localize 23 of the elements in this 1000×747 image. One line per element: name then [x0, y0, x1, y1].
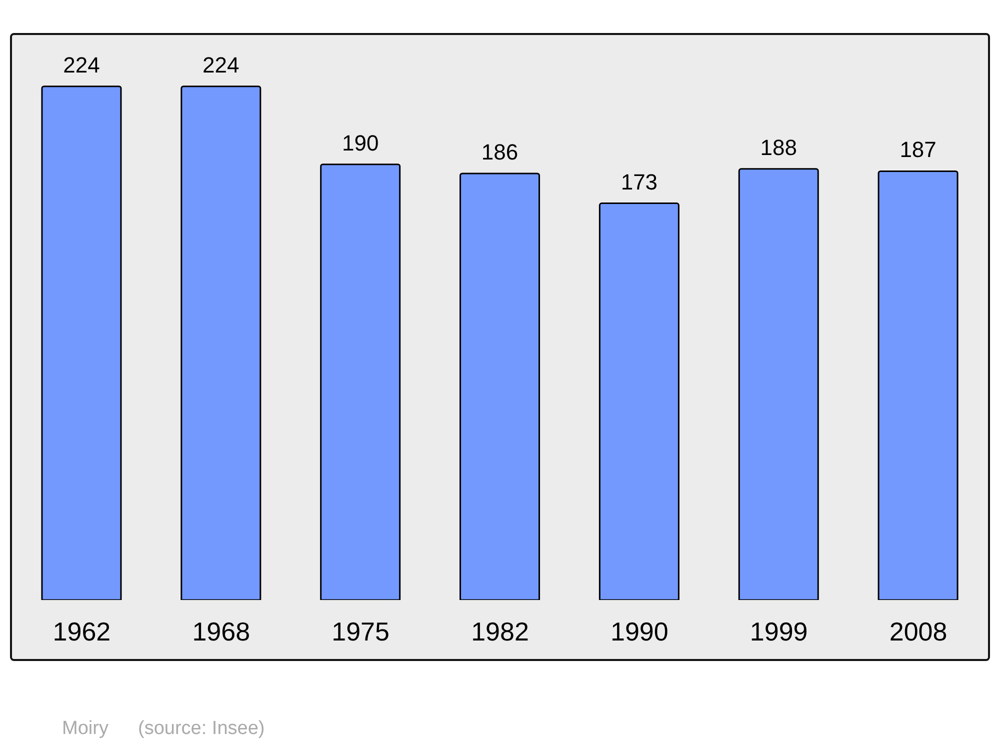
bar — [738, 168, 819, 600]
data-label: 188 — [760, 134, 797, 160]
bar — [320, 164, 401, 600]
x-tick-label: 2008 — [889, 616, 948, 646]
data-label: 224 — [202, 52, 240, 78]
data-label: 186 — [481, 140, 518, 164]
bar — [41, 86, 122, 600]
x-tick-label: 1975 — [332, 616, 390, 646]
data-label: 187 — [900, 137, 936, 162]
data-label: 224 — [63, 52, 100, 78]
bar — [878, 170, 958, 600]
x-tick-label: 1982 — [471, 616, 529, 646]
text: Moiry — [62, 718, 108, 740]
bar — [180, 86, 262, 600]
bar — [460, 172, 540, 600]
data-label: 173 — [620, 169, 658, 194]
x-tick-label: 1990 — [610, 616, 668, 646]
x-tick-label: 1999 — [750, 616, 808, 646]
x-tick-label: 1968 — [192, 616, 250, 646]
text: (source: Insee) — [138, 718, 265, 740]
x-tick-label: 1962 — [52, 616, 111, 646]
data-label: 190 — [342, 130, 379, 156]
bar — [598, 202, 680, 600]
